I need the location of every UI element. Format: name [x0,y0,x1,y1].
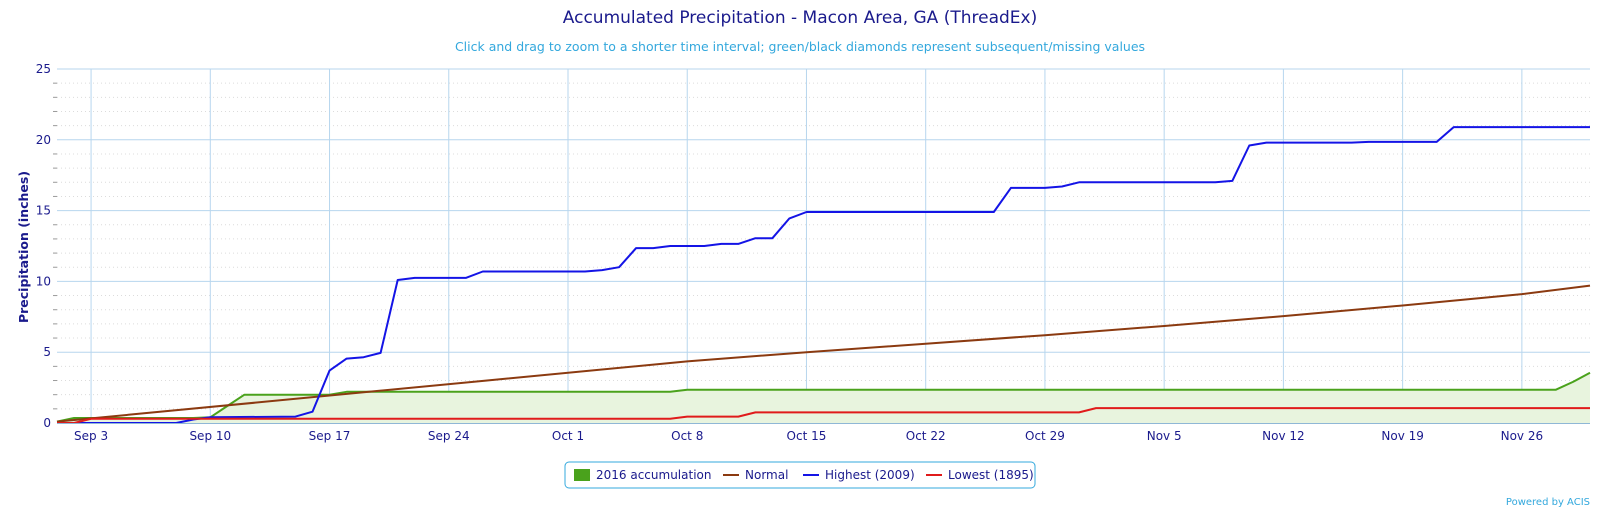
x-tick-label: Sep 10 [189,429,231,443]
y-tick-label: 20 [36,133,51,147]
2016-accumulation-area-fill [57,372,1590,423]
chart-subtitle: Click and drag to zoom to a shorter time… [455,39,1145,54]
legend-swatch-2016-accumulation [574,469,590,481]
y-axis-label: Precipitation (inches) [16,171,31,323]
grid [53,68,1590,424]
x-tick-label: Oct 1 [552,429,584,443]
x-tick-label: Oct 22 [906,429,946,443]
legend-item-normal[interactable]: Normal [745,468,788,482]
area-layer [57,372,1590,423]
x-tick-label: Nov 5 [1147,429,1182,443]
normal-series-line[interactable] [56,284,1591,423]
chart-title: Accumulated Precipitation - Macon Area, … [563,8,1037,28]
x-tick-label: Sep 17 [309,429,351,443]
x-tick-label: Nov 12 [1262,429,1305,443]
legend[interactable]: 2016 accumulation Normal Highest (2009) Low… [564,461,1036,489]
x-tick-label: Nov 26 [1501,429,1544,443]
lowest-1895-series-line[interactable] [57,407,1590,424]
y-tick-label: 25 [36,62,51,76]
axes: 0 5 10 15 20 25 Sep 3 Sep 10 Sep 17 Sep 24 Oct 1 Oc… [36,62,1590,443]
x-tick-label: Nov 19 [1381,429,1424,443]
highest-2009-series-line[interactable] [57,126,1590,424]
legend-item-2016-accumulation[interactable]: 2016 accumulation [596,468,711,482]
y-tick-label: 0 [43,416,51,430]
x-tick-label: Oct 15 [787,429,827,443]
legend-item-lowest-1895[interactable]: Lowest (1895) [948,468,1034,482]
y-tick-label: 15 [36,204,51,218]
x-tick-label: Sep 3 [74,429,108,443]
x-tick-label: Oct 29 [1025,429,1065,443]
y-tick-label: 10 [36,274,51,288]
series-layer [56,126,1591,424]
x-tick-label: Sep 24 [428,429,470,443]
legend-box [564,461,1036,489]
legend-item-highest-2009[interactable]: Highest (2009) [825,468,915,482]
y-tick-label: 5 [43,345,51,359]
x-tick-label: Oct 8 [671,429,703,443]
powered-by-credit[interactable]: Powered by ACIS [1506,497,1590,508]
